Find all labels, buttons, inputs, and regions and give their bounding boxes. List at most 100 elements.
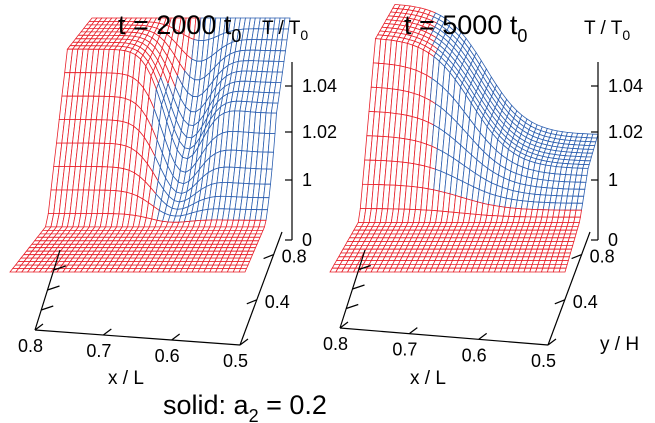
surface-cell: [280, 39, 288, 52]
panel-1-xlabel: x / L: [108, 368, 144, 389]
x-tick-label: 0.7: [86, 341, 111, 361]
x-tick: [547, 338, 557, 346]
z-tick-label: 0: [608, 230, 618, 250]
y-axis: [547, 231, 591, 346]
y-minor-tick: [41, 305, 54, 311]
y-tick-label: 0.8: [590, 247, 615, 267]
surface-cell: [587, 145, 596, 150]
surface-cell: [577, 188, 586, 197]
x-tick-label: 0.7: [392, 340, 417, 360]
surface-cell: [561, 256, 570, 262]
y-minor-tick: [358, 264, 371, 271]
panel-1-axes: 0 1 1.02 1.04 0.8 0.7 0.6 0.5 0.4 0.8: [18, 62, 337, 371]
surface-cell: [582, 164, 590, 169]
surface-cell: [240, 264, 249, 269]
y-minor-tick: [53, 265, 66, 271]
surface-cell: [585, 152, 594, 158]
x-tick-label: 0.8: [323, 334, 348, 354]
surface-cell: [572, 222, 580, 227]
surface-cell: [558, 267, 567, 273]
x-tick: [408, 327, 418, 335]
surface-cell: [563, 252, 572, 258]
surface-cell: [591, 133, 599, 139]
surface-cell: [566, 241, 575, 246]
x-axis: [339, 327, 549, 346]
z-tick-label: 1: [302, 170, 312, 190]
surface-cell: [588, 141, 597, 147]
z-tick-label: 1.02: [302, 122, 337, 142]
surface-cell: [278, 50, 286, 62]
z-tick-label: 1: [608, 170, 618, 190]
surface-cell: [276, 60, 285, 73]
panel-2-xlabel: x / L: [410, 368, 446, 389]
surface-cell: [256, 226, 266, 231]
panel-2-zlabel: T / T0: [584, 18, 630, 43]
surface-cell: [253, 233, 263, 238]
y-tick: [554, 299, 566, 305]
surface-cell: [269, 112, 277, 135]
surface-cell: [573, 216, 581, 224]
x-tick-label: 0.5: [531, 351, 556, 371]
x-tick: [239, 338, 249, 346]
surface-cell: [267, 133, 276, 153]
surface-cell: [255, 229, 264, 235]
surface-cell: [273, 82, 282, 94]
y-axis: [239, 231, 283, 346]
x-tick-label: 0.6: [462, 345, 487, 365]
panel-2: 0 1 1.02 1.04 0.8 0.7 0.6 0.5 0.4 0.8 t = 5000 t0…: [323, 3, 643, 389]
surface-cell: [584, 156, 592, 162]
surface-cell: [580, 174, 588, 183]
surface-cell: [249, 243, 258, 249]
surface-cell: [586, 148, 595, 154]
x-tick-label: 0.6: [155, 346, 180, 366]
surface-cell: [238, 268, 248, 273]
panel-1: 0 1 1.02 1.04 0.8 0.7 0.6 0.5 0.4 0.8 t = 2000 t0…: [9, 10, 337, 389]
z-tick-label: 1.04: [608, 76, 643, 96]
y-tick: [246, 299, 258, 305]
x-axis: [34, 329, 241, 346]
panel-2-axes: 0 1 1.02 1.04 0.8 0.7 0.6 0.5 0.4 0.8: [323, 62, 643, 371]
panel-1-surface: [9, 17, 291, 273]
y-tick-label: 0.8: [282, 247, 307, 267]
x-tick-label: 0.8: [18, 336, 43, 356]
x-tick: [171, 333, 181, 341]
x-tick: [34, 323, 44, 331]
surface-cell: [252, 236, 261, 242]
surface-cell: [263, 183, 271, 199]
z-tick-label: 1.04: [302, 76, 337, 96]
surface-cell: [574, 209, 582, 218]
x-tick: [478, 332, 488, 340]
surface-cell: [568, 233, 577, 239]
y-tick: [263, 254, 274, 260]
surface-cell: [258, 219, 267, 228]
surface-cell: [270, 102, 279, 114]
y-tick: [571, 254, 582, 260]
surface-cell: [570, 225, 579, 231]
figure-caption: solid: a2 = 0.2: [163, 390, 327, 423]
surface-cell: [590, 137, 598, 143]
surface-cell: [575, 202, 584, 211]
x-tick: [102, 328, 112, 336]
surface-cell: [241, 261, 251, 266]
y-minor-tick: [47, 285, 60, 291]
surface-cell: [578, 181, 587, 190]
surface-cell: [246, 250, 255, 256]
surface-cell: [261, 197, 270, 211]
panel-2-surface: [329, 3, 599, 273]
surface-cell: [583, 160, 591, 166]
surface-cell: [243, 257, 252, 263]
panel-2-ylabel: y / H: [600, 334, 639, 355]
panel-1-title: t = 2000 t0: [118, 10, 241, 46]
surface-cell: [567, 237, 576, 243]
surface-cell: [264, 168, 273, 185]
surface-cell: [569, 229, 578, 235]
surface-cell: [565, 244, 574, 250]
surface-cell: [564, 248, 573, 254]
y-minor-tick: [352, 284, 365, 290]
surface-cell: [260, 209, 268, 221]
z-tick-label: 1.02: [608, 122, 643, 142]
x-tick-label: 0.5: [223, 351, 248, 371]
panel-2-title: t = 5000 t0: [404, 10, 527, 46]
x-tick: [339, 321, 349, 329]
